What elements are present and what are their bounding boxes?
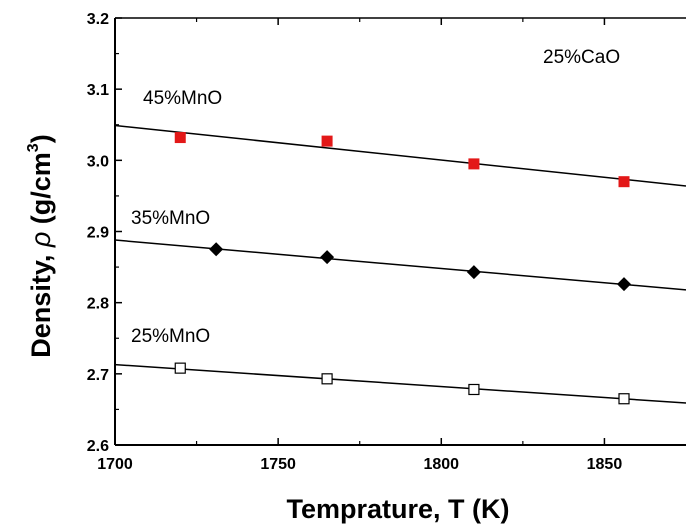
plot-axes <box>114 17 686 446</box>
x-axis-ticks: 1700 1750 1800 1850 <box>97 18 622 473</box>
fit-line <box>114 239 686 291</box>
data-point-45-mno <box>618 176 630 188</box>
data-point-45-mno <box>321 135 333 147</box>
y-tick-label: 2.9 <box>87 225 109 242</box>
composition-annotation: 25%CaO <box>543 47 620 68</box>
series-label-25-mno: 25%MnO <box>131 326 210 347</box>
data-point-35-mno <box>320 250 335 265</box>
y-tick-label: 3.0 <box>87 153 109 170</box>
data-point-35-mno <box>466 265 481 280</box>
fit-line <box>114 124 686 187</box>
y-tick-label: 2.7 <box>87 367 109 384</box>
x-tick-label: 1750 <box>260 456 296 473</box>
y-tick-label: 2.6 <box>87 438 109 455</box>
data-point-45-mno <box>468 158 480 170</box>
series-label-45-mno: 45%MnO <box>143 88 222 109</box>
y-tick-label: 3.2 <box>87 11 109 28</box>
fit-line <box>114 363 686 404</box>
data-point-25-mno <box>321 373 333 385</box>
data-point-35-mno <box>209 242 224 257</box>
x-tick-label: 1700 <box>97 456 133 473</box>
data-points <box>174 132 632 405</box>
x-tick-label: 1850 <box>587 456 623 473</box>
x-tick-label: 1800 <box>423 456 459 473</box>
y-tick-label: 2.8 <box>87 296 109 313</box>
series-label-35-mno: 35%MnO <box>131 208 210 229</box>
data-point-35-mno <box>617 277 632 292</box>
data-point-45-mno <box>174 132 186 144</box>
fit-lines <box>114 124 686 404</box>
data-point-25-mno <box>174 362 186 374</box>
data-point-25-mno <box>468 383 480 396</box>
y-axis-ticks: 2.6 2.7 2.8 2.9 3.0 3.1 3.2 <box>87 11 122 455</box>
y-axis-title: Density, ρ (g/cm3) <box>25 134 56 357</box>
data-point-25-mno <box>618 393 630 405</box>
x-axis-title: Temprature, T (K) <box>286 494 509 524</box>
y-tick-label: 3.1 <box>87 82 109 99</box>
